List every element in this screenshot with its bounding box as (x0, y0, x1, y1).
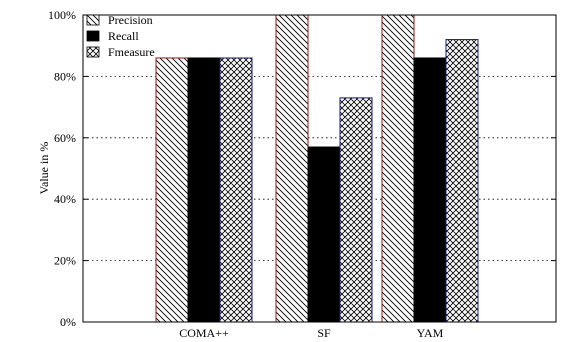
y-axis-label: Value in % (37, 142, 51, 195)
bar-recall-yam (413, 57, 447, 323)
x-axis-ticks: COMA++ SF YAM (179, 317, 444, 340)
bar-recall-coma (187, 57, 221, 323)
bar-fmeasure-yam (445, 39, 479, 323)
legend: Precision Recall Fmeasure (86, 13, 155, 59)
bars (155, 14, 479, 323)
y-tick-label: 60% (54, 131, 76, 145)
y-tick-label: 0% (60, 315, 76, 329)
legend-swatch-precision (86, 14, 100, 26)
legend-label-precision: Precision (108, 13, 153, 27)
bar-fmeasure-sf (339, 97, 373, 323)
y-tick-label: 40% (54, 192, 76, 206)
bar-fmeasure-coma (219, 57, 253, 323)
x-tick-label: YAM (417, 326, 444, 340)
x-tick-label: SF (317, 326, 331, 340)
bar-precision-coma (155, 57, 189, 323)
plot-frame (82, 14, 557, 323)
legend-swatch-recall (86, 30, 100, 42)
legend-swatch-fmeasure (86, 46, 100, 58)
bar-precision-sf (275, 14, 309, 323)
legend-label-recall: Recall (108, 29, 139, 43)
y-tick-label: 80% (54, 69, 76, 83)
legend-label-fmeasure: Fmeasure (108, 45, 155, 59)
y-tick-label: 100% (48, 8, 76, 22)
y-axis-ticks: 0% 20% 40% 60% 80% 100% (48, 8, 556, 329)
bar-recall-sf (307, 146, 341, 323)
bar-precision-yam (381, 14, 415, 323)
y-tick-label: 20% (54, 254, 76, 268)
x-tick-label: COMA++ (179, 326, 229, 340)
